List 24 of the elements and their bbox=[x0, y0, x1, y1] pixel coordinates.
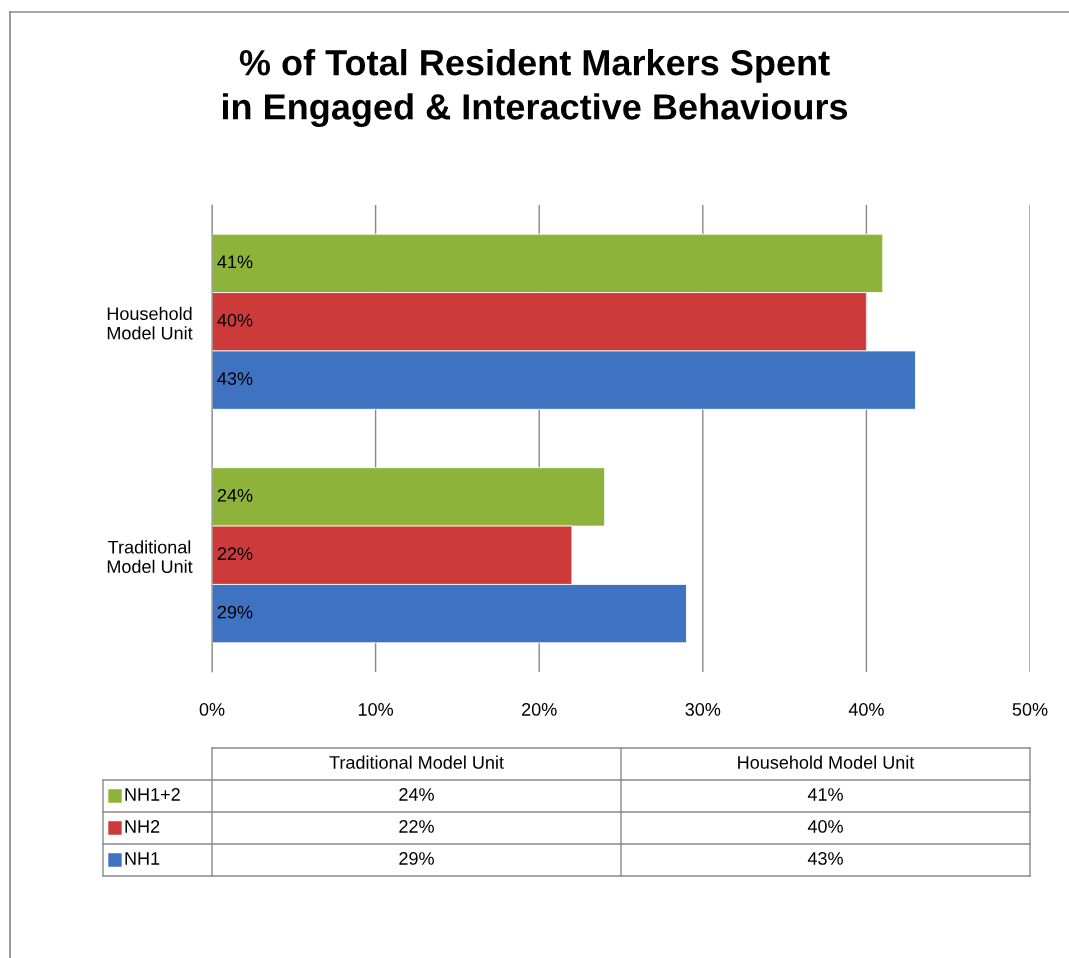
x-tick-label: 0% bbox=[199, 703, 225, 716]
text: 41% bbox=[807, 788, 843, 801]
category-label: Household Model Unit bbox=[738, 755, 915, 769]
x-tick-label: 10% bbox=[358, 703, 394, 716]
legend-label: NH1+2 bbox=[125, 788, 180, 801]
text: 29% bbox=[399, 852, 434, 865]
text: 43% bbox=[807, 852, 843, 865]
x-tick-label: 30% bbox=[685, 703, 721, 716]
x-tick-label: 20% bbox=[522, 703, 557, 716]
x-tick-label: 40% bbox=[848, 703, 884, 716]
chart-title: % of Total Resident Markers Spent in Engaged & Interactive Behaviours bbox=[222, 49, 848, 127]
legend-label: NH1 bbox=[125, 852, 160, 865]
data-label: 40% bbox=[217, 313, 253, 327]
text: 24% bbox=[399, 788, 434, 801]
data-label: 22% bbox=[217, 547, 253, 561]
category-label: Traditional Model Unit bbox=[329, 755, 504, 769]
data-label: 24% bbox=[217, 488, 253, 502]
data-label: 41% bbox=[217, 255, 253, 269]
text: 40% bbox=[807, 820, 843, 833]
data-label: 43% bbox=[217, 372, 253, 385]
text: 22% bbox=[399, 820, 434, 833]
x-tick-label: 50% bbox=[1012, 703, 1048, 716]
data-label: 29% bbox=[217, 605, 253, 619]
legend-label: NH2 bbox=[125, 820, 160, 833]
